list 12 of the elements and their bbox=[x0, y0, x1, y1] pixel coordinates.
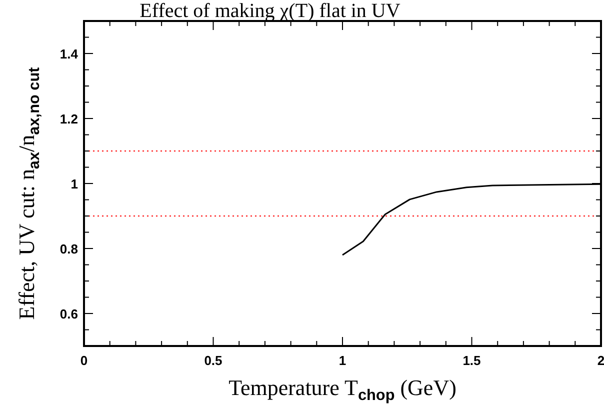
y-tick-label: 1.2 bbox=[60, 112, 78, 126]
x-tick-label: 0.5 bbox=[204, 353, 222, 368]
x-tick-label: 1.5 bbox=[462, 353, 481, 368]
chart-title: Effect of making χ(T) flat in UV bbox=[140, 0, 401, 22]
y-tick-label: 0.6 bbox=[60, 306, 78, 322]
x-axis-title: Temperature T$_{chop}$ (GeV) bbox=[228, 375, 456, 404]
y-tick-label: 1 bbox=[70, 176, 78, 192]
x-tick-label: 0 bbox=[80, 353, 88, 368]
x-tick-label: 1 bbox=[338, 353, 346, 368]
y-tick-label: 0.8 bbox=[60, 242, 78, 256]
x-tick-label: 2 bbox=[597, 353, 604, 368]
y-tick-label: 1.4 bbox=[60, 46, 79, 62]
